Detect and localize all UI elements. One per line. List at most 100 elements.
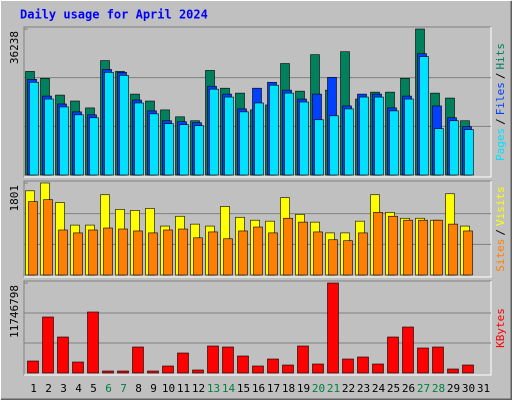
x-tick-label: 30 [462,382,475,395]
bar [223,238,233,276]
bar [162,365,174,374]
y-tick-label: 11746798 [8,285,21,338]
bar [358,232,368,276]
bar [373,212,383,276]
x-tick-label: 29 [447,382,460,395]
legend-entry: Files [494,82,507,115]
bar [104,72,114,176]
x-tick-label: 28 [432,382,445,395]
bar [284,92,294,176]
plot-edge [24,27,492,178]
x-tick-label: 26 [402,382,415,395]
bar [237,355,249,374]
bar [179,124,189,176]
legend-entry: KBytes [494,308,507,348]
x-tick-label: 25 [387,382,400,395]
x-tick-label: 23 [357,382,370,395]
bar [43,199,53,276]
x-tick-label: 14 [222,382,236,395]
bar [343,240,353,276]
x-tick-label: 20 [312,382,325,395]
bar [464,129,474,176]
bar [73,232,83,276]
bar [357,356,369,374]
bar [193,237,203,276]
bar [148,232,158,276]
bar [208,231,218,276]
bar [374,96,384,176]
bar [177,352,189,374]
bar [132,346,144,374]
bar [372,363,384,374]
bar [403,219,413,276]
bar [417,347,429,374]
bar [418,219,428,276]
bar [268,232,278,276]
bar [207,345,219,374]
bar [253,226,263,276]
bar [463,230,473,276]
x-tick-label: 6 [105,382,112,395]
legend: KBytes [494,308,507,348]
x-tick-label: 8 [135,382,142,395]
bar [388,215,398,276]
bar [88,229,98,276]
bar [328,239,338,276]
bar [254,102,264,176]
bar [118,228,128,276]
bar [29,81,39,176]
bar [72,361,84,374]
x-tick-label: 18 [282,382,295,395]
bar [147,370,159,374]
x-tick-label: 15 [237,382,250,395]
bar [209,88,219,176]
bar [269,84,279,176]
bar [149,113,159,176]
y-tick-label: 1801 [8,185,21,212]
bar [314,119,324,176]
x-tick-label: 17 [267,382,280,395]
legend: Sites / Visits [494,186,507,272]
x-tick-label: 24 [372,382,386,395]
bar [194,125,204,176]
x-tick-label: 12 [192,382,205,395]
bar [433,219,443,276]
bar [133,230,143,276]
bar [342,358,354,374]
bar [102,370,114,374]
bar [58,229,68,276]
bar [434,128,444,176]
legend: Pages / Files / Hits [494,43,507,161]
bar [28,201,38,276]
bar [447,368,459,374]
bar [297,345,309,374]
legend-entry: Hits [494,43,507,70]
bar [313,231,323,276]
x-tick-label: 2 [45,382,52,395]
x-tick-label: 21 [327,382,340,395]
x-tick-label: 4 [75,382,82,395]
bar [42,316,54,374]
bar [448,223,458,276]
legend-entry: Sites [494,239,507,272]
bar [164,123,174,176]
bar [387,336,399,374]
x-tick-label: 10 [162,382,175,395]
x-tick-label: 27 [417,382,430,395]
bar [178,228,188,276]
bar [312,363,324,374]
plot-edge [24,181,492,278]
bar [389,110,399,176]
chart-title: Daily usage for April 2024 [20,8,208,22]
legend-separator: / [494,73,507,80]
bar [87,311,99,374]
bar [238,230,248,276]
bar [404,98,414,176]
y-tick-label: 36238 [8,31,21,64]
x-tick-label: 11 [177,382,190,395]
bar [282,364,294,374]
x-tick-label: 19 [297,382,310,395]
bar [192,369,204,374]
